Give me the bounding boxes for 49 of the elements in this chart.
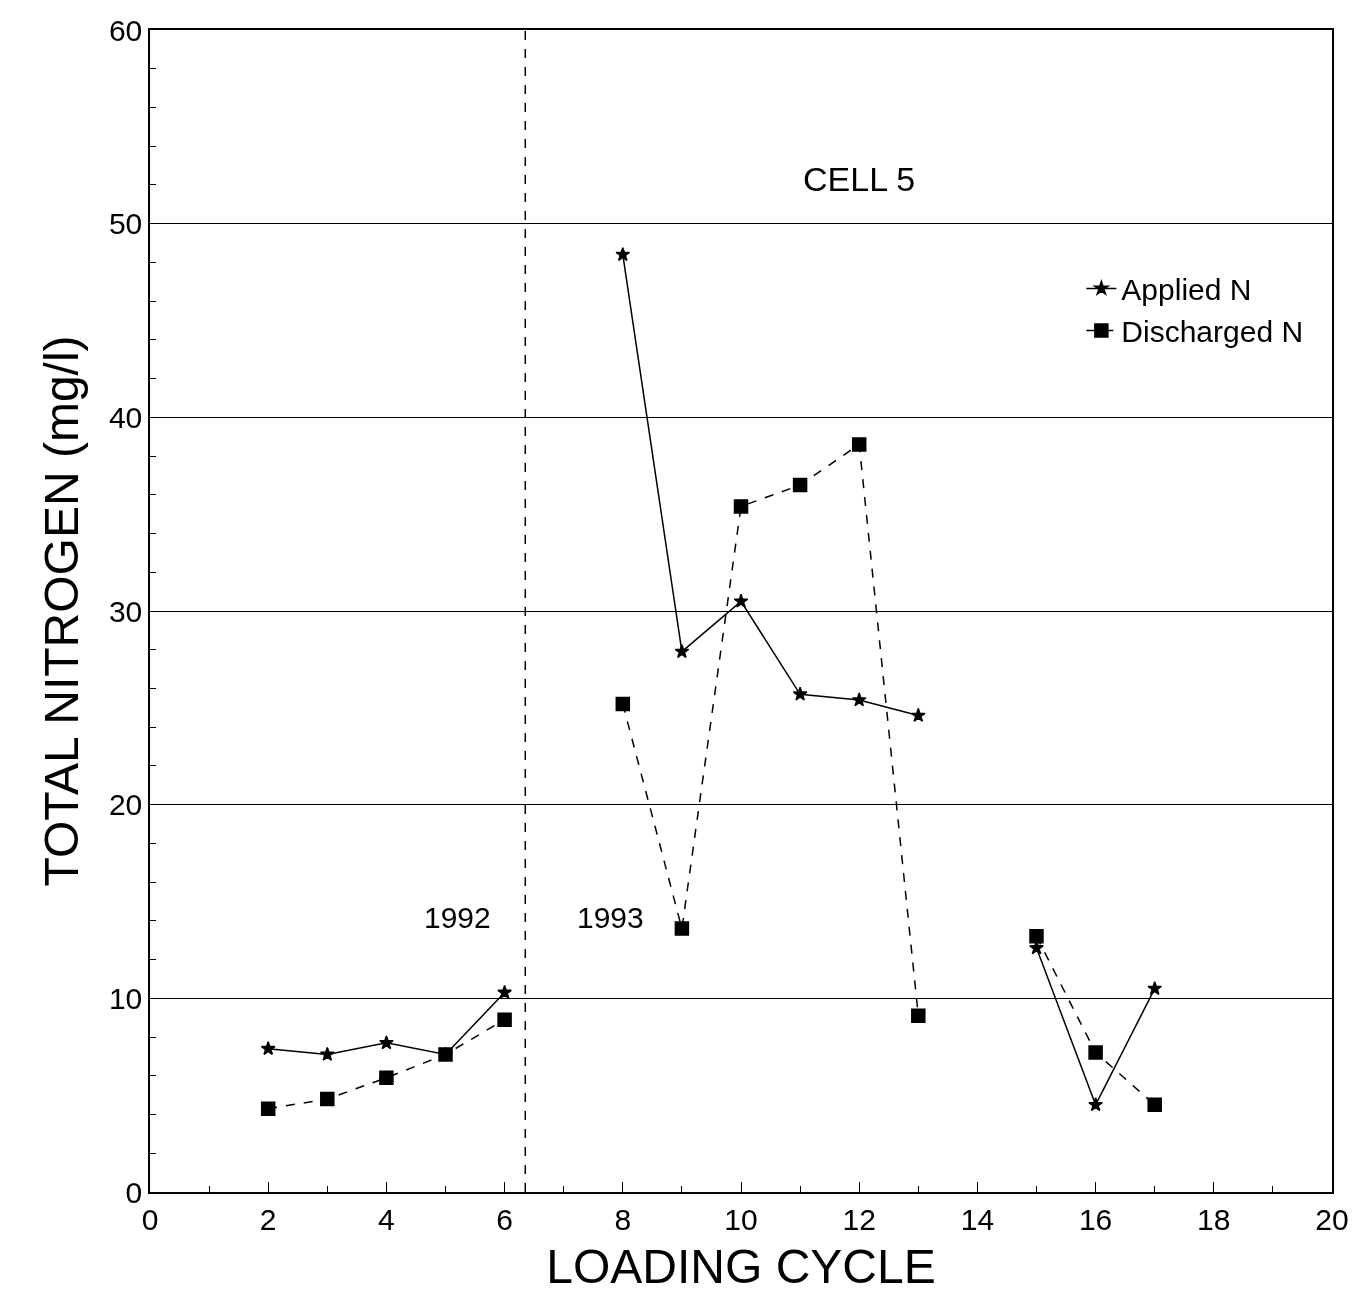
point: [319, 1046, 335, 1061]
x-tick-label: 10: [724, 1202, 758, 1236]
annotation: CELL 5: [803, 160, 916, 198]
y-tick-label: 40: [108, 400, 143, 434]
x-tick-label: 2: [259, 1202, 277, 1236]
point: [792, 477, 808, 493]
point: [851, 692, 867, 707]
x-tick-label: 20: [1315, 1202, 1349, 1236]
y-tick-label: 30: [108, 594, 143, 628]
y-tick-label: 10: [108, 981, 143, 1015]
point: [1088, 1097, 1104, 1112]
x-tick-label: 18: [1197, 1202, 1231, 1236]
annotation: 1993: [577, 901, 644, 934]
y-tick-label: 60: [108, 13, 143, 47]
point: [733, 499, 749, 514]
point: [615, 696, 631, 712]
legend-label: Discharged N: [1121, 315, 1304, 349]
point: [911, 1008, 926, 1024]
point: [497, 984, 513, 999]
y-tick-label: 0: [125, 1175, 143, 1209]
x-tick-label: 8: [614, 1202, 632, 1236]
annotation: 1992: [424, 901, 491, 934]
point: [792, 686, 808, 701]
point: [1088, 1045, 1103, 1060]
point: [1147, 980, 1163, 996]
point: [615, 246, 631, 262]
x-tick-label: 4: [378, 1202, 395, 1236]
point: [497, 1012, 512, 1027]
point: [733, 593, 749, 608]
x-tick-label: 6: [496, 1202, 513, 1236]
point: [379, 1070, 394, 1085]
point: [910, 707, 926, 722]
point: [851, 437, 867, 452]
point: [1147, 1097, 1162, 1113]
point: [1029, 929, 1044, 944]
point: [260, 1101, 276, 1116]
point: [378, 1035, 394, 1050]
x-tick-label: 14: [960, 1202, 995, 1236]
y-tick-label: 50: [108, 207, 143, 241]
x-tick-label: 16: [1078, 1202, 1113, 1236]
point: [320, 1091, 335, 1107]
x-axis-title: LOADING CYCLE: [546, 1240, 936, 1294]
point: [674, 643, 690, 659]
point: [260, 1040, 276, 1056]
point: [674, 921, 690, 936]
x-tick-label: 12: [842, 1202, 876, 1236]
legend-label: Applied N: [1121, 273, 1252, 307]
y-axis-title: TOTAL NITROGEN (mg/l): [35, 335, 89, 887]
y-tick-label: 20: [108, 788, 143, 822]
